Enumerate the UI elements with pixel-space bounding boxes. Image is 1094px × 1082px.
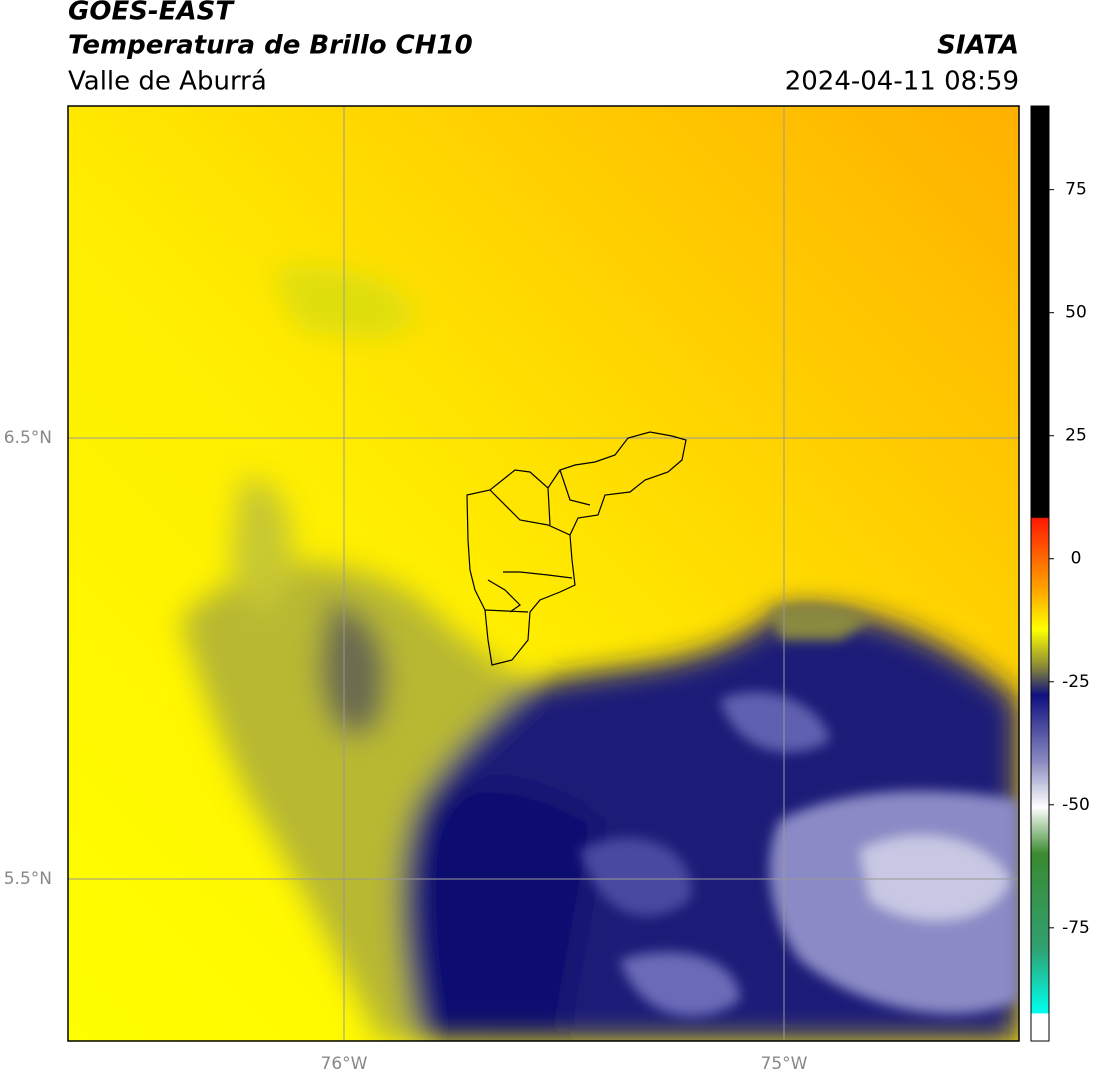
colorbar-tick-label: -50 <box>1062 795 1090 815</box>
map-field <box>68 106 1019 1041</box>
map-frame <box>67 105 1020 1042</box>
colorbar-tick-label: -25 <box>1062 672 1090 692</box>
colorbar-tick-label: 0 <box>1071 549 1082 569</box>
colorbar <box>1030 105 1050 1042</box>
valley-boundary <box>466 431 687 666</box>
timestamp: 2024-04-11 08:59 <box>785 67 1019 97</box>
graticule <box>68 106 1019 1041</box>
colorbar-ticks: 75 50 25 0 -25 -50 -75 <box>1049 180 1090 938</box>
title: GOES-EAST <box>68 0 235 27</box>
colorbar-tick-label: 50 <box>1065 303 1087 323</box>
colorbar-tick-label: 75 <box>1065 180 1087 200</box>
lat-label: 5.5°N <box>4 869 52 889</box>
colorbar-tick-label: 25 <box>1065 426 1087 446</box>
lon-label: 76°W <box>321 1054 368 1074</box>
colorbar-tick-label: -75 <box>1062 918 1090 938</box>
lat-label: 6.5°N <box>4 428 52 448</box>
region: Valle de Aburrá <box>68 67 267 97</box>
subtitle: Temperatura de Brillo CH10 <box>68 31 473 61</box>
source: SIATA <box>937 31 1019 61</box>
lon-label: 75°W <box>761 1054 808 1074</box>
